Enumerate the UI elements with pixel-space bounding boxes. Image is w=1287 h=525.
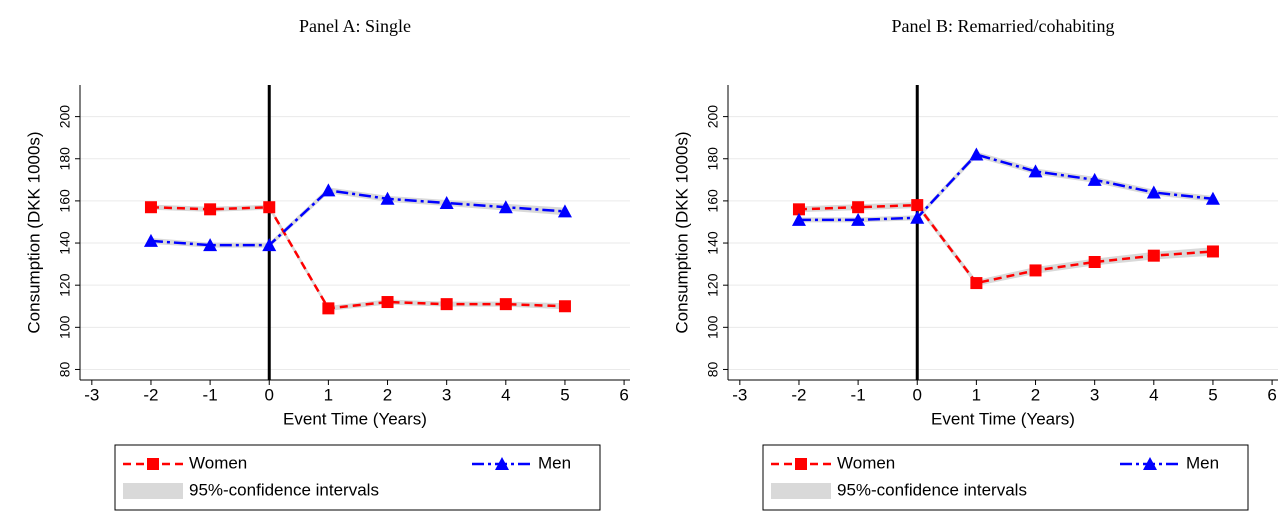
x-tick-label: 5	[1208, 385, 1217, 404]
data-point	[1205, 191, 1220, 205]
x-tick-label: 6	[619, 385, 628, 404]
data-point	[1088, 256, 1101, 268]
data-point	[851, 212, 866, 226]
data-point	[204, 203, 217, 216]
data-point	[970, 277, 983, 290]
y-axis-label: Consumption (DKK 1000s)	[672, 131, 691, 333]
x-tick-label: 3	[442, 385, 451, 404]
x-axis-label: Event Time (Years)	[931, 409, 1075, 428]
legend-label: Men	[1186, 453, 1219, 472]
legend-marker	[147, 458, 159, 470]
data-point	[910, 210, 925, 224]
ci-band	[798, 202, 1213, 287]
data-point	[321, 183, 336, 197]
legend-label: 95%-confidence intervals	[837, 480, 1027, 499]
y-tick-label: 80	[705, 361, 721, 377]
legend-label: Men	[538, 453, 571, 472]
ci-band	[150, 204, 565, 311]
legend-swatch	[771, 483, 831, 499]
x-tick-label: 4	[1149, 385, 1158, 404]
data-point	[557, 204, 572, 218]
y-tick-label: 80	[57, 361, 73, 377]
data-point	[322, 302, 335, 315]
data-point	[1028, 164, 1043, 178]
x-tick-label: -1	[851, 385, 866, 404]
legend-marker	[795, 458, 807, 470]
data-point	[852, 201, 865, 214]
data-point	[1087, 172, 1102, 186]
y-tick-label: 100	[57, 315, 73, 339]
x-tick-label: 0	[265, 385, 274, 404]
data-point	[439, 196, 454, 209]
x-tick-label: 6	[1267, 385, 1276, 404]
x-tick-label: -1	[203, 385, 218, 404]
legend-swatch	[123, 483, 183, 499]
y-tick-label: 160	[705, 189, 721, 213]
ci-band	[150, 187, 565, 248]
x-tick-label: -2	[143, 385, 158, 404]
x-tick-label: 4	[501, 385, 510, 404]
x-tick-label: 3	[1090, 385, 1099, 404]
series-line	[798, 203, 1214, 285]
data-point	[381, 296, 394, 309]
data-point	[1146, 185, 1161, 199]
series-line	[150, 205, 565, 310]
data-point	[440, 298, 453, 311]
y-tick-label: 180	[705, 147, 721, 171]
data-point	[262, 238, 277, 252]
data-point	[791, 212, 806, 226]
y-tick-label: 100	[705, 315, 721, 339]
data-point	[380, 191, 395, 205]
series-line	[798, 153, 1214, 222]
legend-marker	[495, 457, 509, 470]
data-point	[498, 200, 513, 214]
x-axis-label: Event Time (Years)	[283, 409, 427, 428]
y-tick-label: 180	[57, 147, 73, 171]
data-point	[1029, 264, 1042, 277]
y-tick-label: 140	[705, 231, 721, 255]
panel-title: Panel A: Single	[299, 16, 411, 36]
x-tick-label: 2	[383, 385, 392, 404]
legend-box	[114, 444, 601, 511]
data-point	[911, 199, 924, 212]
x-tick-label: -3	[84, 385, 99, 404]
x-tick-label: 2	[1031, 385, 1040, 404]
legend-box	[762, 444, 1249, 511]
data-point	[969, 147, 984, 161]
y-tick-label: 140	[57, 231, 73, 255]
y-tick-label: 120	[57, 273, 73, 297]
data-point	[499, 298, 512, 311]
data-point	[144, 201, 157, 214]
data-point	[792, 203, 805, 216]
y-tick-label: 200	[57, 105, 73, 129]
data-point	[203, 238, 218, 252]
x-tick-label: 1	[972, 385, 981, 404]
data-point	[143, 233, 158, 247]
legend-label: 95%-confidence intervals	[189, 480, 379, 499]
y-tick-label: 200	[705, 105, 721, 129]
x-tick-label: -2	[791, 385, 806, 404]
x-tick-label: 0	[913, 385, 922, 404]
x-tick-label: -3	[732, 385, 747, 404]
legend-marker	[1143, 457, 1157, 470]
x-tick-label: 1	[324, 385, 333, 404]
y-axis-label: Consumption (DKK 1000s)	[24, 131, 43, 333]
data-point	[558, 300, 571, 313]
series-line	[150, 189, 566, 247]
y-tick-label: 120	[705, 273, 721, 297]
legend-label: Women	[189, 453, 247, 472]
x-tick-label: 5	[560, 385, 569, 404]
data-point	[263, 201, 276, 214]
data-point	[1206, 245, 1219, 258]
y-tick-label: 160	[57, 189, 73, 213]
legend-label: Women	[837, 453, 895, 472]
data-point	[1147, 249, 1160, 262]
panel-title: Panel B: Remarried/cohabiting	[892, 16, 1115, 36]
